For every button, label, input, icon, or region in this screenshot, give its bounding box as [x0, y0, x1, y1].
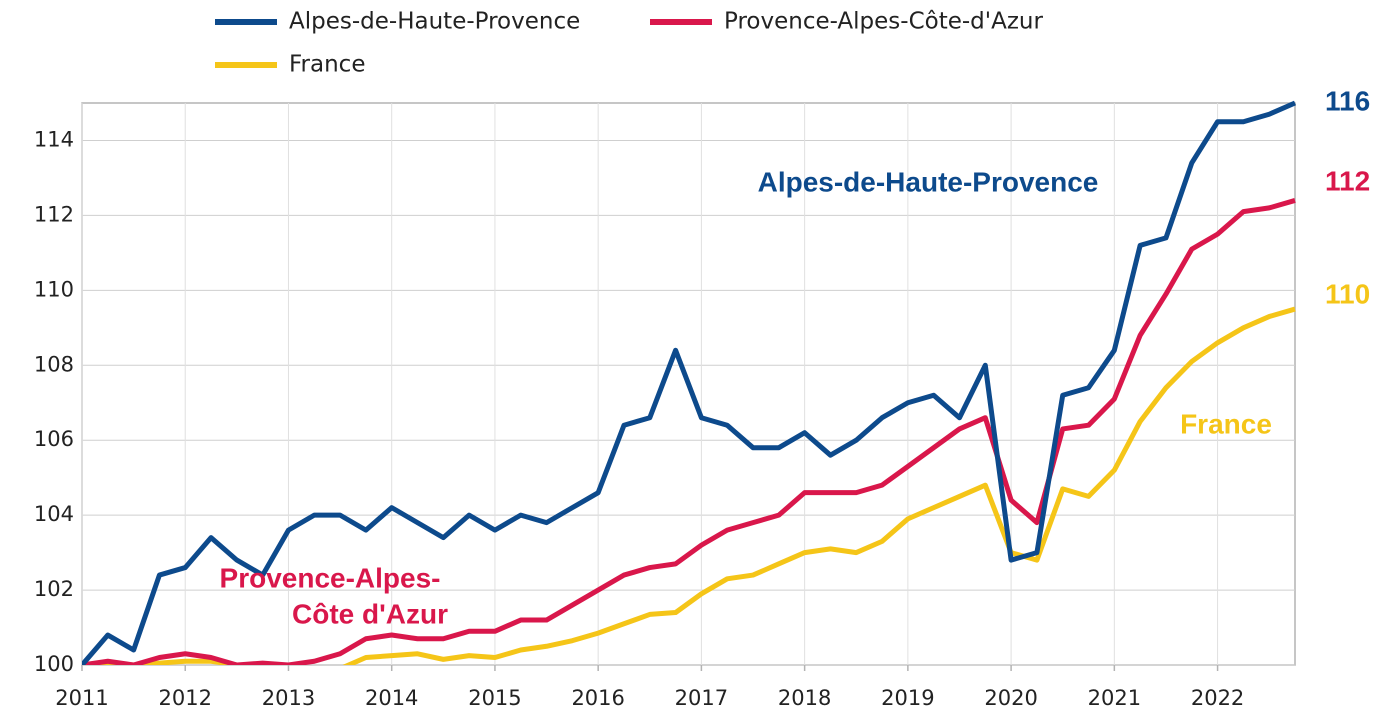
y-tick-label: 108 [34, 352, 74, 376]
annotation: France [1180, 408, 1272, 439]
legend-label: France [289, 52, 365, 78]
end-label: 112 [1325, 165, 1370, 196]
y-tick-label: 104 [34, 502, 74, 526]
annotation: Provence-Alpes- [220, 562, 441, 593]
y-tick-label: 110 [34, 277, 74, 301]
x-tick-label: 2021 [1088, 686, 1141, 710]
x-tick-label: 2012 [159, 686, 212, 710]
y-tick-label: 106 [34, 427, 74, 451]
legend-label: Alpes-de-Haute-Provence [289, 9, 580, 35]
series-line [82, 100, 1296, 665]
series-line [82, 306, 1296, 665]
end-label: 116 [1325, 85, 1370, 116]
legend-label: Provence-Alpes-Côte-d'Azur [724, 9, 1043, 35]
y-tick-label: 100 [34, 652, 74, 676]
x-tick-label: 2019 [881, 686, 934, 710]
x-tick-label: 2014 [365, 686, 418, 710]
x-tick-label: 2017 [675, 686, 728, 710]
x-tick-label: 2016 [571, 686, 624, 710]
y-tick-label: 112 [34, 202, 74, 226]
annotation: Alpes-de-Haute-Provence [758, 166, 1099, 197]
x-tick-label: 2022 [1191, 686, 1244, 710]
x-tick-label: 2018 [778, 686, 831, 710]
end-label: 110 [1325, 278, 1370, 309]
series-line [82, 198, 1296, 665]
x-tick-label: 2020 [984, 686, 1037, 710]
x-tick-label: 2013 [262, 686, 315, 710]
y-tick-label: 102 [34, 577, 74, 601]
x-tick-label: 2015 [468, 686, 521, 710]
x-tick-label: 2011 [55, 686, 108, 710]
y-tick-label: 114 [34, 127, 74, 151]
annotation: Côte d'Azur [292, 598, 448, 629]
